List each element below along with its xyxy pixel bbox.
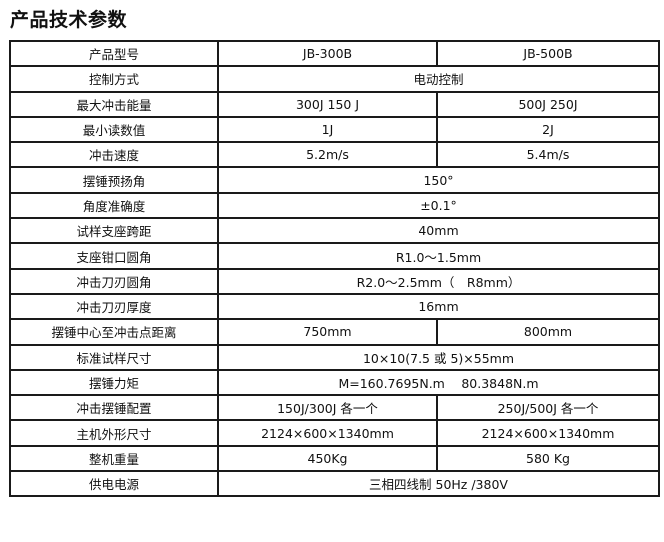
param-value: 2J [436,115,660,144]
table-row: 冲击刀刃厚度 16mm [9,292,660,321]
table-row: 摆锤力矩 M=160.7695N.m 80.3848N.m [9,368,660,397]
param-value: 800mm [436,318,660,346]
param-value: 三相四线制 50Hz /380V [217,470,660,498]
table-row: 冲击摆锤配置 150J/300J 各一个 250J/500J 各一个 [9,394,660,422]
table-row: 试样支座跨距 40mm [9,217,660,245]
param-value: 电动控制 [217,65,660,93]
param-label: 整机重量 [9,444,219,473]
table-row: 最小读数值 1J 2J [9,115,660,144]
spec-table: 产品型号 JB-300B JB-500B 控制方式 电动控制 最大冲击能量 300J 150… [9,39,660,498]
table-row: 摆锤中心至冲击点距离 750mm 800mm [9,318,660,346]
param-label: 摆锤力矩 [9,368,219,397]
table-row: 供电电源 三相四线制 50Hz /380V [9,470,660,498]
param-value: 450Kg [217,444,438,473]
param-label: 摆锤预扬角 [9,166,219,194]
param-value: 10×10(7.5 或 5)×55mm [217,343,660,371]
table-row: 角度准确度 ±0.1° [9,191,660,220]
param-label: 冲击刀刃厚度 [9,292,219,321]
param-value: 40mm [217,217,660,245]
param-label: 角度准确度 [9,191,219,220]
param-label: 摆锤中心至冲击点距离 [9,318,219,346]
param-value: 580 Kg [436,444,660,473]
param-label: 控制方式 [9,65,219,93]
table-row: 产品型号 JB-300B JB-500B [9,39,660,68]
table-row: 冲击速度 5.2m/s 5.4m/s [9,141,660,169]
param-label: 冲击速度 [9,141,219,169]
param-label: 最大冲击能量 [9,90,219,118]
param-value: 150° [217,166,660,194]
table-row: 冲击刀刃圆角 R2.0～2.5mm（ R8mm） [9,267,660,295]
param-value: 250J/500J 各一个 [436,394,660,422]
param-value: 500J 250J [436,90,660,118]
param-label: 支座钳口圆角 [9,242,219,270]
param-label: 试样支座跨距 [9,217,219,245]
table-row: 摆锤预扬角 150° [9,166,660,194]
table-row: 标准试样尺寸 10×10(7.5 或 5)×55mm [9,343,660,371]
param-value: JB-300B [217,39,438,68]
param-value: 1J [217,115,438,144]
param-label: 标准试样尺寸 [9,343,219,371]
param-label: 冲击刀刃圆角 [9,267,219,295]
table-row: 整机重量 450Kg 580 Kg [9,444,660,473]
param-value: 5.4m/s [436,141,660,169]
param-label: 最小读数值 [9,115,219,144]
param-value: R2.0～2.5mm（ R8mm） [217,267,660,295]
table-row: 最大冲击能量 300J 150 J 500J 250J [9,90,660,118]
param-value: 16mm [217,292,660,321]
param-label: 冲击摆锤配置 [9,394,219,422]
param-label: 产品型号 [9,39,219,68]
param-value: 2124×600×1340mm [436,419,660,447]
param-label: 主机外形尺寸 [9,419,219,447]
param-value: 300J 150 J [217,90,438,118]
param-value: 2124×600×1340mm [217,419,438,447]
param-value: 5.2m/s [217,141,438,169]
param-value: R1.0～1.5mm [217,242,660,270]
param-value: JB-500B [436,39,660,68]
param-value: 750mm [217,318,438,346]
param-label: 供电电源 [9,470,219,498]
table-row: 支座钳口圆角 R1.0～1.5mm [9,242,660,270]
param-value: M=160.7695N.m 80.3848N.m [217,368,660,397]
page-title: 产品技术参数 [10,9,128,31]
table-row: 主机外形尺寸 2124×600×1340mm 2124×600×1340mm [9,419,660,447]
param-value: ±0.1° [217,191,660,220]
table-row: 控制方式 电动控制 [9,65,660,93]
param-value: 150J/300J 各一个 [217,394,438,422]
